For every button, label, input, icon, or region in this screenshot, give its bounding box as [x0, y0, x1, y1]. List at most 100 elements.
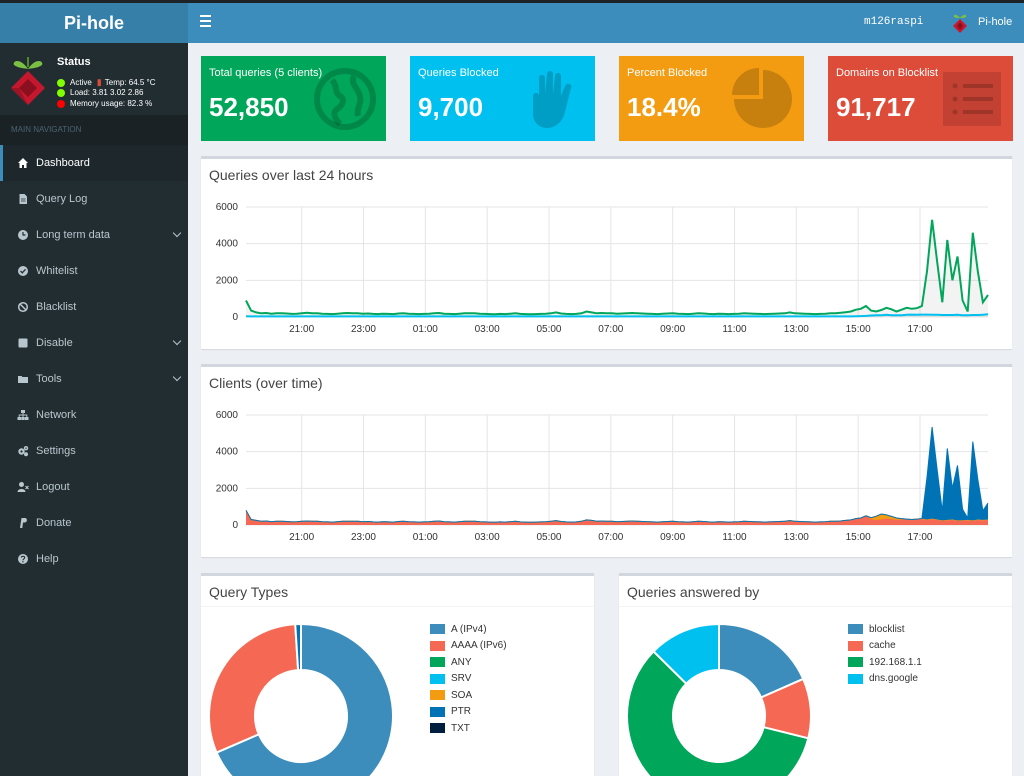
clients-over-time-box: Clients (over time) 0 2000 4000 6000 21:00 23…	[201, 364, 1012, 557]
info-box-globe: Total queries (5 clients) 52,850	[201, 56, 386, 141]
sidebar-item-label: Donate	[36, 517, 72, 529]
brand-logo[interactable]: Pi-hole	[0, 3, 188, 43]
x-tick-label: 11:00	[722, 532, 747, 543]
x-tick-label: 23:00	[351, 532, 376, 543]
info-box-pie: Percent Blocked 18.4%	[619, 56, 804, 141]
sidebar-item-query-log[interactable]: Query Log	[0, 181, 188, 217]
sidebar-item-long-term-data[interactable]: Long term data	[0, 217, 188, 253]
legend-item[interactable]: SOA	[430, 687, 507, 704]
donut-slice[interactable]	[215, 622, 394, 776]
sidebar-item-label: Dashboard	[36, 157, 90, 169]
check-circle-icon	[17, 265, 29, 277]
info-box-label: Percent Blocked	[627, 67, 708, 79]
donut-slice[interactable]	[208, 623, 300, 754]
legend-item[interactable]: SRV	[430, 671, 507, 688]
legend-item[interactable]: blocklist	[848, 621, 922, 638]
legend-swatch	[430, 706, 445, 717]
box-divider	[201, 606, 594, 607]
legend-label: PTR	[451, 706, 471, 718]
clock-icon	[17, 229, 29, 241]
y-tick-label: 6000	[216, 202, 239, 213]
legend-swatch	[430, 690, 445, 701]
nav-header: MAIN NAVIGATION	[0, 115, 188, 145]
query-types-box: Query Types A (IPv4) AAAA (IPv6) ANY SRV SOA…	[201, 573, 594, 776]
series-line-1	[245, 313, 989, 318]
status-load-row: Load: 3.81 3.02 2.86	[57, 88, 143, 97]
load-dot-icon	[57, 88, 65, 97]
y-tick-label: 6000	[216, 410, 239, 421]
sidebar-item-label: Disable	[36, 337, 73, 349]
info-box-value: 18.4%	[627, 92, 701, 122]
sidebar-item-network[interactable]: Network	[0, 397, 188, 433]
sidebar-item-label: Network	[36, 409, 77, 421]
y-tick-label: 4000	[216, 447, 239, 458]
legend-item[interactable]: 192.168.1.1	[848, 654, 922, 671]
sidebar-item-label: Logout	[36, 481, 70, 493]
legend-label: blocklist	[869, 623, 905, 635]
navbar-user-label[interactable]: Pi-hole	[978, 16, 1013, 28]
clients-over-time-chart[interactable]: 0 2000 4000 6000 21:00 23:00 01:00 03:00 05:00 07…	[201, 367, 1012, 557]
forward-destinations-legend: blocklist cache 192.168.1.1 dns.google	[848, 621, 922, 687]
x-tick-label: 01:00	[413, 324, 438, 335]
forward-destinations-donut-chart[interactable]	[619, 609, 819, 776]
sidebar-item-help[interactable]: Help	[0, 541, 188, 577]
legend-swatch	[430, 624, 445, 635]
status-active-row: Active ▮ Temp: 64.5 °C	[57, 77, 156, 88]
info-box-list: Domains on Blocklist 91,717	[828, 56, 1013, 141]
x-tick-label: 13:00	[784, 324, 809, 335]
folder-icon	[17, 373, 29, 385]
sidebar-item-label: Tools	[36, 373, 62, 385]
legend-swatch	[430, 673, 445, 684]
legend-item[interactable]: A (IPv4)	[430, 621, 507, 638]
pihole-logo-icon[interactable]	[950, 12, 970, 34]
list-icon	[937, 66, 1007, 132]
legend-swatch	[848, 624, 863, 635]
network-icon	[17, 409, 29, 421]
query-types-donut-chart[interactable]	[201, 609, 401, 776]
sidebar-item-tools[interactable]: Tools	[0, 361, 188, 397]
file-icon	[17, 193, 29, 205]
legend-item[interactable]: PTR	[430, 704, 507, 721]
globe-icon	[310, 66, 380, 132]
x-tick-label: 05:00	[536, 324, 561, 335]
legend-label: SOA	[451, 689, 473, 701]
donut-slice[interactable]	[652, 622, 720, 686]
legend-item[interactable]: dns.google	[848, 671, 922, 688]
gears-icon	[17, 445, 29, 457]
donut-slice[interactable]	[626, 649, 810, 776]
legend-item[interactable]: AAAA (IPv6)	[430, 638, 507, 655]
sidebar-item-blacklist[interactable]: Blacklist	[0, 289, 188, 325]
memory-dot-icon	[57, 99, 65, 108]
legend-item[interactable]: cache	[848, 638, 922, 655]
info-box-hand: Queries Blocked 9,700	[410, 56, 595, 141]
x-tick-label: 03:00	[475, 324, 500, 335]
sidebar-item-dashboard[interactable]: Dashboard	[0, 145, 188, 181]
sidebar-item-logout[interactable]: Logout	[0, 469, 188, 505]
x-tick-label: 05:00	[536, 532, 561, 543]
donut-slice[interactable]	[294, 622, 302, 672]
queries-over-time-chart[interactable]: 0 2000 4000 6000 21:00 23:00 01:00 03:00 05:00 07…	[201, 159, 1012, 349]
thermometer-icon: ▮	[96, 77, 102, 87]
legend-swatch	[848, 640, 863, 651]
menu-toggle-icon[interactable]	[200, 15, 212, 29]
series-area-0	[246, 219, 988, 317]
queries-chart-title: Queries over last 24 hours	[209, 167, 374, 183]
sidebar-item-settings[interactable]: Settings	[0, 433, 188, 469]
x-tick-label: 15:00	[846, 324, 871, 335]
sidebar-item-donate[interactable]: Donate	[0, 505, 188, 541]
legend-label: TXT	[451, 722, 470, 734]
info-box-value: 9,700	[418, 92, 484, 122]
legend-item[interactable]: ANY	[430, 654, 507, 671]
sidebar-item-disable[interactable]: Disable	[0, 325, 188, 361]
info-box-value: 52,850	[209, 92, 289, 122]
x-tick-label: 09:00	[660, 532, 685, 543]
x-tick-label: 17:00	[907, 324, 932, 335]
sidebar-item-label: Blacklist	[36, 301, 77, 313]
series-line-2	[245, 426, 989, 523]
legend-item[interactable]: TXT	[430, 720, 507, 737]
x-tick-label: 11:00	[722, 324, 747, 335]
x-tick-label: 23:00	[351, 324, 376, 335]
sidebar-item-whitelist[interactable]: Whitelist	[0, 253, 188, 289]
pie-icon	[728, 66, 798, 132]
forward-destinations-box: Queries answered by blocklist cache 192.16…	[619, 573, 1012, 776]
